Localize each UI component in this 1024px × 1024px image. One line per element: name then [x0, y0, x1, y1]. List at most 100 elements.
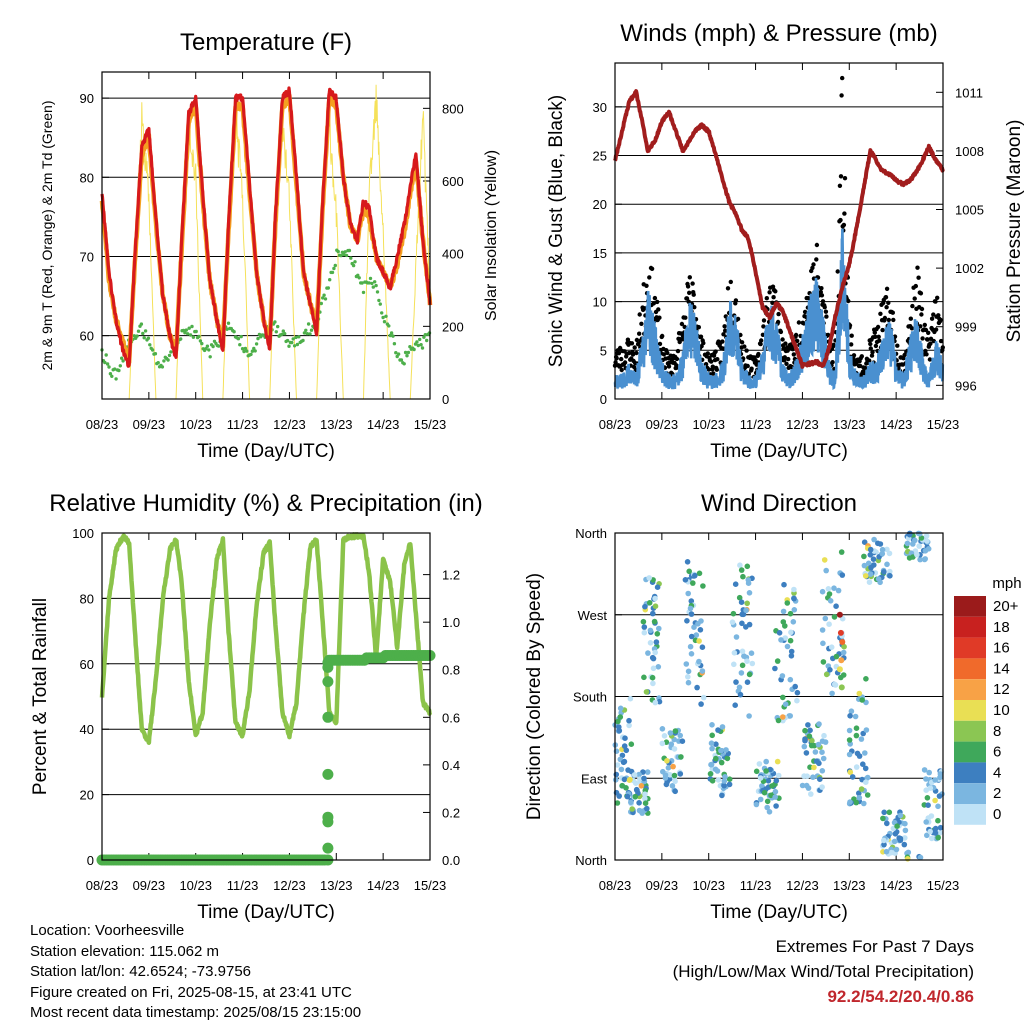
x-tick-label: 10/23 [179, 878, 212, 893]
legend-swatch [954, 804, 986, 825]
y-tick-label: 20 [593, 197, 607, 212]
wind-direction-point [932, 830, 939, 836]
dewpoint-point [405, 354, 409, 358]
dewpoint-point [382, 320, 387, 324]
wind-direction-point [768, 792, 774, 799]
wind-direction-point [663, 781, 670, 788]
dewpoint-point [392, 342, 397, 346]
y-tick-label: North [575, 526, 607, 541]
wind-direction-point [628, 799, 634, 806]
gust-point [880, 327, 885, 333]
gust-point [647, 275, 652, 280]
wind-direction-point [918, 535, 925, 541]
dewpoint-point [368, 276, 373, 281]
wind-direction-point [792, 683, 798, 690]
x-tick-label: 14/23 [880, 417, 913, 432]
precip-point [322, 676, 334, 688]
dewpoint-point [357, 276, 361, 280]
wind-direction-point [838, 684, 845, 691]
wind-direction-point [736, 594, 743, 601]
wind-direction-point [626, 722, 632, 729]
y-tick-label: North [575, 853, 607, 868]
gust-point [698, 334, 704, 339]
wind-direction-point [826, 621, 832, 627]
gust-point [859, 354, 864, 359]
wind-direction-point [672, 778, 678, 785]
wind-direction-point [652, 649, 658, 656]
wind-direction-point [927, 828, 933, 835]
dewpoint-point [211, 344, 215, 349]
dewpoint-point [225, 327, 229, 331]
precip-point [322, 711, 334, 723]
legend-label: 12 [993, 681, 1010, 698]
y-tick-label: West [578, 608, 608, 623]
legend-label: 14 [993, 660, 1010, 677]
wind-direction-point [935, 803, 941, 810]
dewpoint-point [120, 356, 124, 360]
dewpoint-point [204, 347, 208, 351]
wind-direction-point [846, 751, 853, 758]
dewpoint-point [302, 331, 307, 335]
wind-direction-point [848, 708, 855, 714]
y-tick-label: 30 [593, 100, 607, 115]
legend-label: 2 [993, 785, 1001, 802]
gust-point [753, 358, 758, 363]
gust-point [656, 307, 661, 312]
chart-title: Temperature (F) [180, 29, 352, 56]
dewpoint-point [242, 349, 246, 354]
wind-direction-point [867, 571, 874, 577]
wind-direction-point [739, 662, 746, 669]
dewpoint-point [250, 349, 255, 353]
wind-direction-point [794, 689, 801, 696]
dewpoint-point [304, 328, 308, 332]
wind-direction-point [924, 538, 930, 544]
wind-direction-point [819, 749, 825, 755]
dewpoint-point [330, 270, 335, 275]
wind-direction-point [629, 806, 635, 812]
wind-direction-point [700, 694, 707, 701]
wind-direction-point [853, 732, 860, 739]
gust-point [924, 352, 929, 357]
wind-direction-point [649, 674, 656, 681]
y-tick-label: 0 [87, 853, 94, 868]
gust-point [661, 352, 667, 357]
wind-direction-point [746, 671, 753, 678]
x-tick-label: 15/23 [927, 417, 960, 432]
x-tick-label: 12/23 [273, 878, 306, 893]
wind-direction-point [709, 745, 715, 752]
y2-tick-label: 1002 [955, 261, 984, 276]
wind-direction-point [863, 676, 869, 682]
dewpoint-point [391, 334, 395, 338]
wind-direction-point [718, 747, 724, 754]
gust-point [735, 316, 741, 322]
wind-direction-point [695, 621, 701, 627]
dewpoint-point [141, 331, 145, 336]
wind-direction-point [698, 701, 704, 707]
gust-point [831, 342, 836, 347]
wind-direction-point [804, 773, 810, 779]
gust-point [651, 301, 656, 306]
y2-tick-label: 1005 [955, 203, 984, 218]
wind-direction-point [764, 804, 770, 811]
y-tick-label: 0 [600, 392, 607, 407]
wind-direction-point [808, 791, 814, 797]
gust-point [868, 341, 873, 347]
gust-point [891, 317, 896, 323]
wind-direction-point [744, 658, 750, 664]
wind-direction-point [780, 714, 786, 720]
location-text: Location: Voorheesville [30, 922, 185, 939]
dewpoint-point [336, 249, 340, 254]
wind-direction-point [614, 800, 621, 806]
wind-direction-point [838, 549, 845, 555]
wind-direction-point [840, 649, 847, 656]
gust-point [925, 337, 930, 342]
gust-point [918, 324, 923, 329]
wind-direction-point [713, 755, 719, 762]
wind-direction-point [684, 559, 691, 565]
wind-direction-point [621, 776, 628, 783]
wind-direction-point [866, 579, 873, 585]
wind-direction-point [748, 650, 755, 656]
wind-direction-point [902, 835, 908, 841]
gust-point [936, 313, 941, 318]
